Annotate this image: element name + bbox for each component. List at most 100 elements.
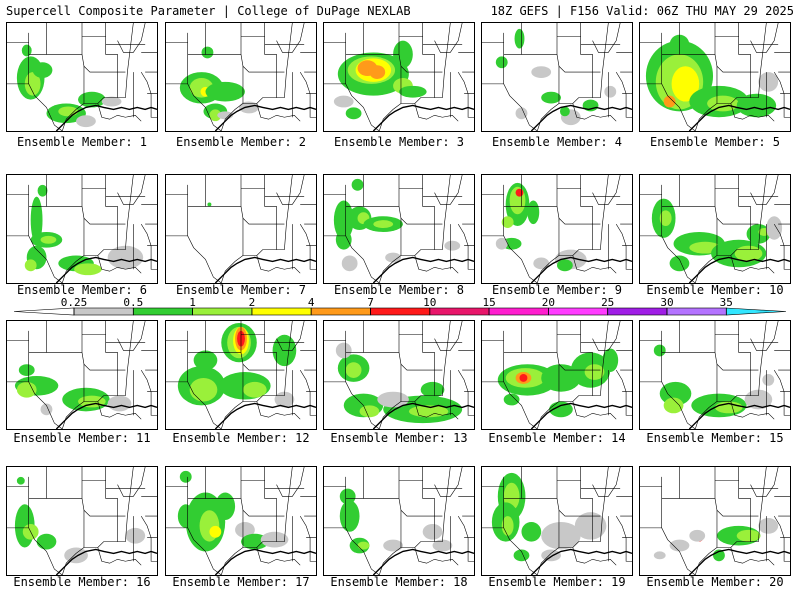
scp-contour-lightgray	[235, 521, 255, 538]
scp-map	[166, 23, 316, 131]
state-border	[400, 71, 443, 104]
scp-contour-lime	[659, 210, 672, 227]
state-border	[345, 527, 380, 575]
state-border	[299, 369, 316, 416]
ensemble-member-label: Ensemble Member: 6	[16, 283, 148, 297]
state-border	[750, 467, 779, 562]
scp-contour-yellow	[209, 525, 222, 538]
state-border	[117, 23, 134, 98]
state-border	[434, 175, 451, 250]
state-border	[141, 496, 157, 538]
scp-contour-lightgray	[541, 549, 561, 562]
scp-map	[7, 23, 157, 131]
state-border	[117, 321, 134, 396]
state-border	[363, 498, 435, 517]
scp-contour-lightgray	[341, 255, 358, 272]
scp-contour-orange	[663, 95, 676, 108]
state-border	[558, 369, 601, 402]
state-border	[324, 334, 463, 343]
coastline	[55, 104, 157, 131]
state-border	[166, 188, 305, 197]
state-border	[750, 23, 767, 98]
state-border	[592, 321, 609, 396]
colorbar-segment	[548, 307, 609, 316]
ensemble-member-label: Ensemble Member: 16	[13, 575, 151, 589]
scp-map	[482, 467, 632, 575]
scp-contour-green	[339, 500, 360, 532]
scp-contour-yellow	[671, 66, 700, 102]
ensemble-member-label: Ensemble Member: 3	[333, 135, 465, 149]
state-border	[205, 206, 277, 225]
colorbar-tick-label: 1	[189, 296, 196, 309]
ensemble-panel-1	[6, 22, 158, 132]
state-border	[503, 527, 538, 575]
state-border	[556, 23, 593, 73]
scp-contour-green	[549, 401, 573, 418]
state-border	[558, 223, 601, 256]
scp-contour-green	[393, 40, 413, 69]
state-border	[141, 350, 157, 392]
scp-map	[640, 321, 790, 429]
state-border	[28, 235, 63, 283]
scp-contour-orange	[369, 65, 386, 79]
scp-contour-lightgray	[385, 252, 401, 263]
state-border	[458, 350, 474, 392]
color-scale-bar: 0.25 0.5 1 2 4 7 10 15 20 25 30 35	[13, 296, 787, 320]
state-border	[242, 223, 285, 256]
state-border	[398, 175, 435, 225]
colorbar-segment	[73, 307, 134, 316]
ensemble-member-label: Ensemble Member: 11	[13, 431, 151, 445]
state-border	[434, 175, 463, 270]
state-border	[83, 369, 126, 402]
scp-map	[640, 467, 790, 575]
state-border	[714, 175, 751, 225]
scp-contour-green	[18, 364, 35, 376]
scp-contour-lime	[16, 381, 37, 398]
ensemble-panel-16	[6, 466, 158, 576]
state-border	[7, 480, 146, 489]
scp-map	[7, 321, 157, 429]
scp-contour-green	[503, 393, 520, 406]
state-border	[140, 369, 157, 416]
scp-contour-lightgray	[101, 96, 122, 107]
scp-contour-green	[559, 106, 570, 117]
state-border	[640, 188, 779, 197]
colorbar-tick-label: 4	[308, 296, 315, 309]
state-border	[716, 223, 759, 256]
state-border	[240, 175, 277, 225]
scp-contour-lightgray	[125, 527, 146, 544]
ensemble-panel-7	[165, 174, 317, 284]
state-border	[730, 401, 775, 420]
scp-contour-lightgray	[432, 539, 453, 552]
scp-contour-lightgray	[107, 395, 132, 412]
colorbar-min-arrow	[13, 307, 75, 316]
state-border	[400, 515, 443, 548]
state-border	[521, 54, 593, 73]
state-border	[774, 496, 790, 538]
coastline	[688, 104, 790, 131]
coastline	[372, 548, 474, 575]
ensemble-member-label: Ensemble Member: 18	[330, 575, 468, 589]
coastline	[372, 402, 474, 429]
state-border	[556, 321, 593, 371]
state-border	[276, 467, 293, 542]
state-border	[97, 547, 142, 566]
scp-contour-green	[207, 202, 212, 207]
state-border	[324, 480, 463, 489]
scp-map	[166, 467, 316, 575]
colorbar-segment	[133, 307, 193, 316]
scp-contour-lightgray	[766, 216, 783, 240]
colorbar-segment	[370, 307, 431, 316]
colorbar-tick-label: 35	[720, 296, 733, 309]
colorbar-max-arrow	[725, 307, 787, 316]
state-border	[166, 175, 206, 237]
scp-contour-green	[669, 255, 690, 272]
colorbar-tick-label: 10	[423, 296, 436, 309]
state-border	[363, 206, 435, 225]
state-border	[276, 23, 293, 98]
state-border	[276, 467, 305, 562]
state-border	[187, 83, 222, 131]
colorbar-svg: 0.25 0.5 1 2 4 7 10 15 20 25 30 35	[13, 296, 787, 316]
state-border	[242, 515, 285, 548]
scp-contour-green	[30, 196, 43, 244]
